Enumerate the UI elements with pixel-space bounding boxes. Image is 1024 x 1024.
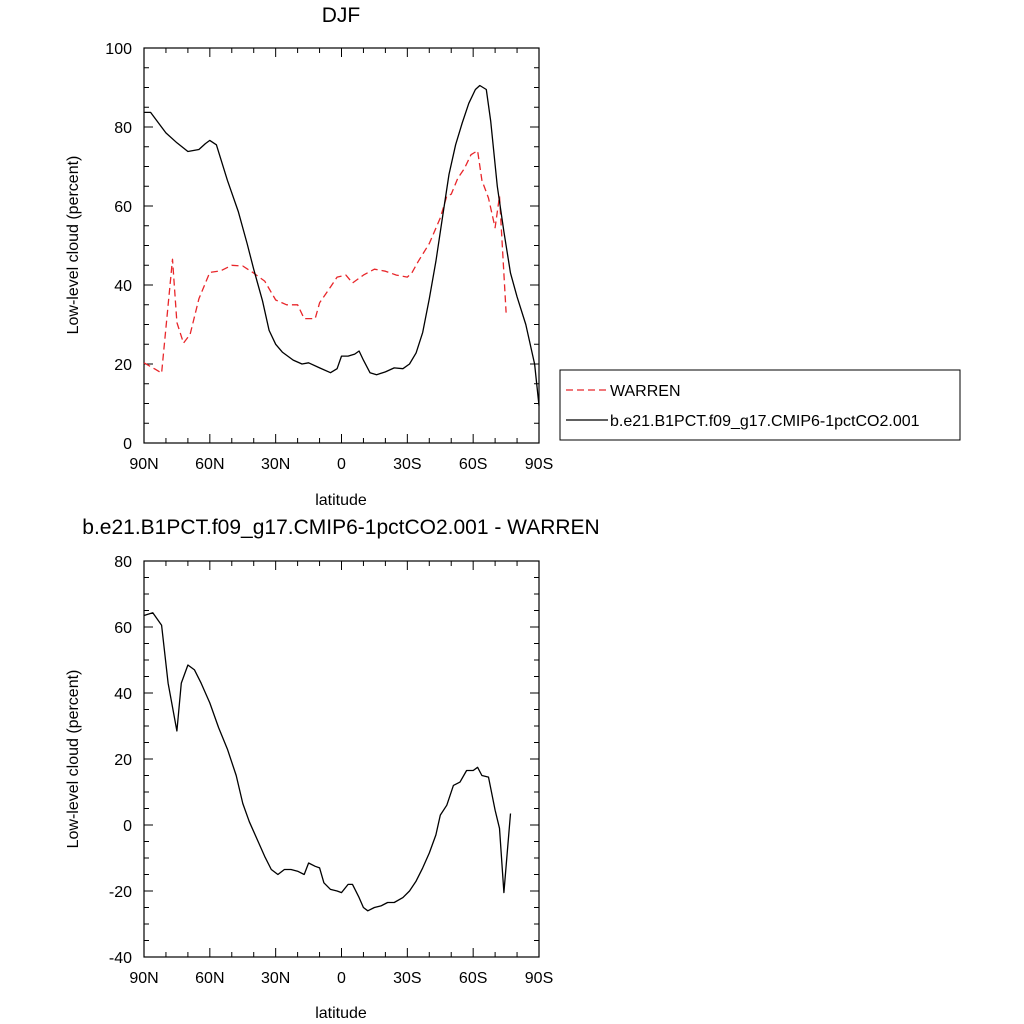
bottom-chart-title: b.e21.B1PCT.f09_g17.CMIP6-1pctCO2.001 - … bbox=[82, 516, 599, 539]
top-x-tick-label: 90S bbox=[525, 456, 553, 473]
legend: WARREN b.e21.B1PCT.f09_g17.CMIP6-1pctCO2… bbox=[559, 369, 961, 441]
top-series-line-0 bbox=[143, 150, 507, 374]
bottom-x-tick-label: 30N bbox=[261, 970, 290, 987]
bottom-x-tick-label: 60S bbox=[459, 970, 487, 987]
top-y-tick-label: 0 bbox=[123, 436, 132, 453]
bottom-y-tick-label: 40 bbox=[114, 686, 132, 703]
bottom-x-axis-label: latitude bbox=[315, 1005, 367, 1022]
top-series-lines bbox=[143, 84, 540, 406]
top-plot-frame bbox=[143, 47, 540, 444]
bottom-y-tick-label: 60 bbox=[114, 620, 132, 637]
bottom-plot-frame bbox=[143, 560, 540, 958]
legend-label-warren: WARREN bbox=[610, 383, 681, 400]
bottom-chart: b.e21.B1PCT.f09_g17.CMIP6-1pctCO2.001 - … bbox=[65, 516, 600, 1022]
bottom-series-line-0 bbox=[143, 612, 512, 912]
top-chart-title: DJF bbox=[322, 4, 361, 27]
bottom-x-tick-label: 30S bbox=[393, 970, 421, 987]
top-y-tick-label: 20 bbox=[114, 357, 132, 374]
bottom-y-axis-label: Low-level cloud (percent) bbox=[65, 670, 82, 849]
top-y-tick-label: 60 bbox=[114, 199, 132, 216]
top-axis-ticks: 90N 60N 30N 0 30S 60S 90S 0 20 40 60 80 100 bbox=[105, 41, 553, 473]
bottom-y-tick-label: 0 bbox=[123, 818, 132, 835]
top-x-tick-label: 60N bbox=[195, 456, 224, 473]
top-y-tick-label: 80 bbox=[114, 120, 132, 137]
legend-label-model: b.e21.B1PCT.f09_g17.CMIP6-1pctCO2.001 bbox=[610, 413, 920, 430]
bottom-y-tick-label: 20 bbox=[114, 752, 132, 769]
bottom-y-tick-label: -40 bbox=[109, 950, 132, 967]
legend-box bbox=[559, 369, 961, 441]
bottom-x-tick-label: 90S bbox=[525, 970, 553, 987]
top-y-tick-label: 40 bbox=[114, 278, 132, 295]
bottom-x-tick-label: 60N bbox=[195, 970, 224, 987]
top-y-axis-label: Low-level cloud (percent) bbox=[65, 156, 82, 335]
bottom-series-lines bbox=[143, 612, 512, 912]
bottom-axis-ticks: 90N 60N 30N 0 30S 60S 90S -40 -20 0 20 40 60 80 bbox=[109, 554, 553, 987]
bottom-x-tick-label: 0 bbox=[337, 970, 346, 987]
bottom-x-tick-label: 90N bbox=[129, 970, 158, 987]
top-x-tick-label: 0 bbox=[337, 456, 346, 473]
bottom-y-tick-label: -20 bbox=[109, 884, 132, 901]
top-y-tick-label: 100 bbox=[105, 41, 132, 58]
top-x-axis-label: latitude bbox=[315, 492, 367, 509]
top-x-tick-label: 60S bbox=[459, 456, 487, 473]
top-x-tick-label: 90N bbox=[129, 456, 158, 473]
top-series-line-1 bbox=[144, 84, 540, 406]
top-x-tick-label: 30S bbox=[393, 456, 421, 473]
bottom-y-tick-label: 80 bbox=[114, 554, 132, 571]
top-x-tick-label: 30N bbox=[261, 456, 290, 473]
top-chart: DJF 90N 60N 30N 0 30S 60S 90S 0 20 40 60 80 100 lati… bbox=[65, 4, 553, 509]
